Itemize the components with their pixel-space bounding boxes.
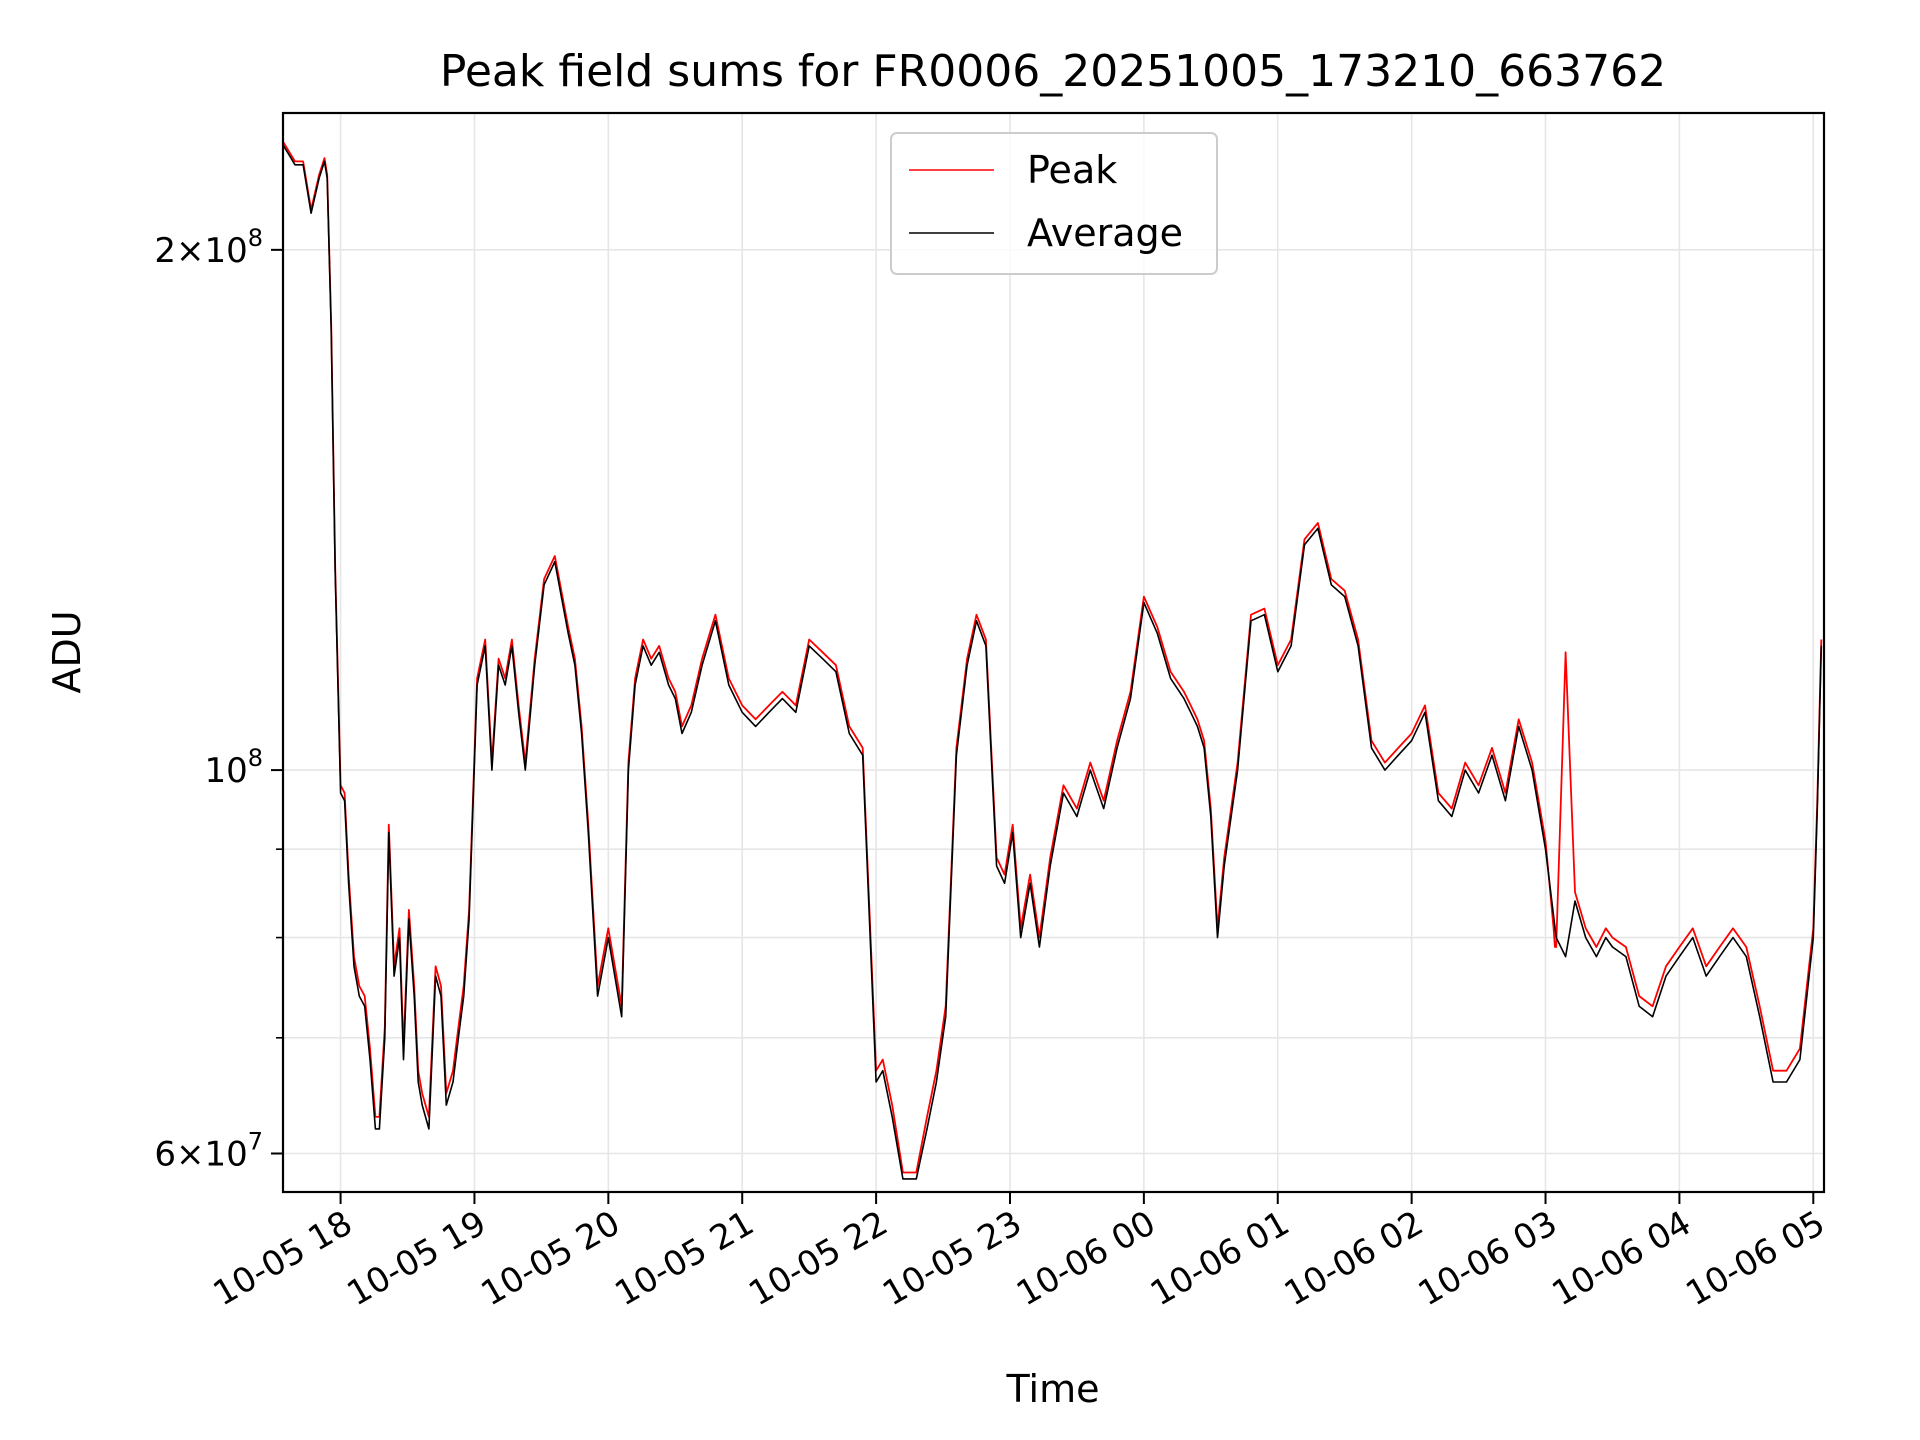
y-tick-label: 6×107 bbox=[154, 1128, 263, 1175]
x-axis-label: Time bbox=[1006, 1367, 1100, 1411]
plot-frame bbox=[281, 111, 1826, 1194]
y-axis-label: ADU bbox=[45, 610, 89, 693]
legend-average-label: Average bbox=[1027, 211, 1183, 255]
y-tick-label: 2×108 bbox=[154, 224, 263, 271]
chart-title: Peak field sums for FR0006_20251005_1732… bbox=[440, 46, 1666, 97]
legend-box bbox=[890, 132, 1218, 275]
average-series-line bbox=[283, 144, 1823, 1180]
legend: Peak Average bbox=[890, 132, 1218, 275]
y-tick-label: 108 bbox=[204, 744, 263, 791]
legend-peak-label: Peak bbox=[1027, 148, 1117, 192]
series-layer bbox=[283, 141, 1823, 1180]
